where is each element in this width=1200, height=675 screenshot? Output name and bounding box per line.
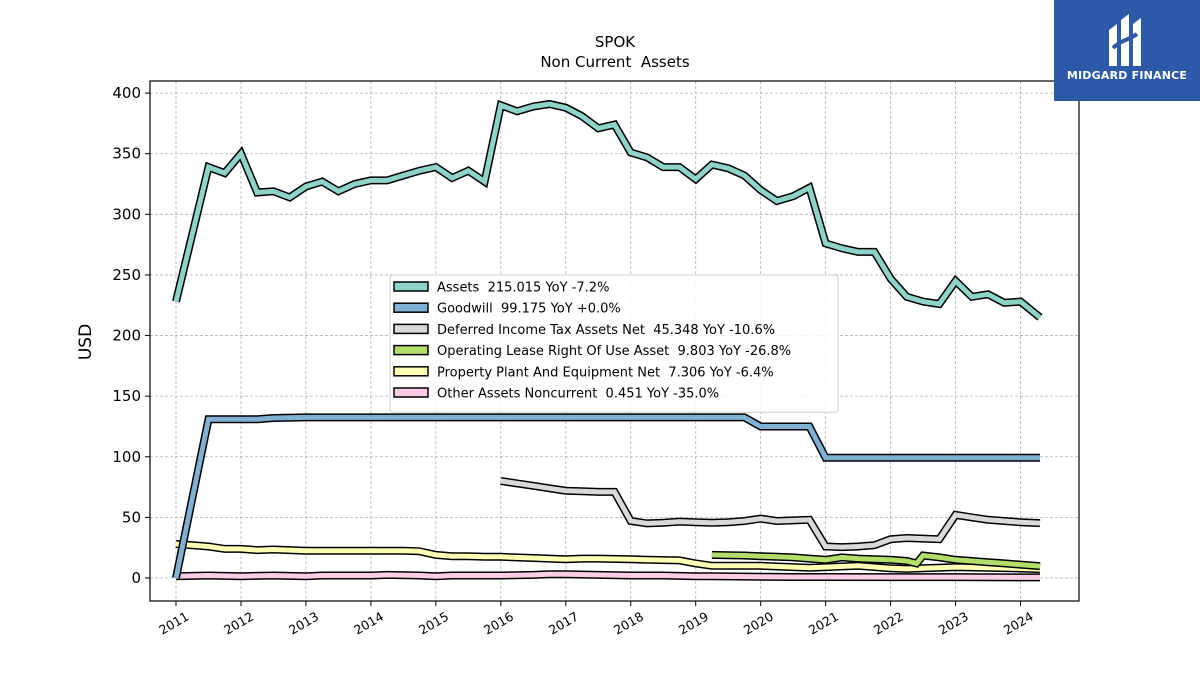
chart-subtitle: Non Current Assets [540, 53, 690, 71]
legend-swatch [393, 302, 429, 313]
legend-entry: Operating Lease Right Of Use Asset 9.803… [393, 344, 791, 359]
brand-name: MIDGARD FINANCE [1066, 69, 1188, 82]
legend-label: Deferred Income Tax Assets Net 45.348 Yo… [437, 323, 775, 338]
legend-entry: Assets 215.015 YoY -7.2% [393, 281, 609, 296]
series-line [175, 541, 1041, 572]
legend-label: Operating Lease Right Of Use Asset 9.803… [437, 344, 791, 359]
brand-logo-icon [1109, 14, 1141, 66]
x-tick-label: 2014 [351, 609, 386, 638]
x-tick-label: 2011 [156, 609, 191, 638]
series-line [175, 571, 1041, 580]
y-tick-label: 200 [112, 327, 141, 345]
x-tick-label: 2021 [806, 609, 841, 638]
x-tick-label: 2019 [676, 609, 711, 638]
series-goodwill [172, 413, 1040, 579]
legend-label: Other Assets Noncurrent 0.451 YoY -35.0% [437, 387, 719, 402]
plot-frame [149, 80, 1080, 602]
y-tick-label: 350 [112, 145, 141, 163]
x-tick-label: 2020 [741, 609, 776, 638]
legend-entry: Deferred Income Tax Assets Net 45.348 Yo… [393, 323, 775, 338]
legend-swatch [393, 387, 429, 398]
legend-label: Assets 215.015 YoY -7.2% [437, 281, 609, 296]
x-tick-label: 2017 [546, 609, 581, 638]
series-line [173, 101, 1042, 320]
series-line [711, 552, 1041, 569]
series-line [173, 414, 1040, 579]
legend-box [389, 274, 839, 413]
x-tick-label: 2016 [481, 609, 516, 638]
series-other-assets-noncurrent [175, 570, 1041, 582]
y-tick-label: 50 [122, 508, 141, 526]
brand-logo: MIDGARD FINANCE [1054, 0, 1200, 101]
y-tick-label: 300 [112, 205, 141, 223]
legend-swatch [393, 344, 429, 356]
series-assets [172, 99, 1043, 321]
legend-label: Goodwill 99.175 YoY +0.0% [437, 302, 621, 317]
series-operating-lease-right-of-use-asset [711, 550, 1041, 571]
y-tick-label: 0 [131, 569, 141, 587]
x-tick-label: 2022 [871, 609, 906, 638]
legend-swatch [393, 323, 429, 335]
legend-label: Property Plant And Equipment Net 7.306 Y… [437, 365, 774, 380]
series-deferred-income-tax-assets-net [500, 477, 1041, 552]
y-tick-label: 100 [112, 448, 141, 466]
series-line [500, 478, 1041, 550]
x-tick-label: 2015 [416, 609, 451, 638]
y-tick-label: 250 [112, 266, 141, 284]
legend-swatch [393, 281, 429, 292]
legend-entry: Other Assets Noncurrent 0.451 YoY -35.0% [393, 387, 719, 402]
series-property-plant-and-equipment-net [175, 540, 1041, 574]
chart-title: SPOK [595, 33, 636, 51]
y-axis-label: USD [76, 324, 96, 360]
legend-entry: Goodwill 99.175 YoY +0.0% [393, 302, 621, 317]
x-tick-label: 2012 [221, 609, 256, 638]
y-tick-label: 150 [112, 387, 141, 405]
legend: Assets 215.015 YoY -7.2% Goodwill 99.175 … [389, 274, 839, 413]
x-tick-label: 2018 [611, 609, 646, 638]
x-tick-label: 2023 [936, 609, 971, 638]
legend-swatch [393, 366, 429, 377]
x-tick-label: 2024 [1001, 609, 1036, 638]
legend-entry: Property Plant And Equipment Net 7.306 Y… [393, 365, 774, 380]
series-lines [172, 99, 1043, 582]
x-tick-label: 2013 [286, 609, 321, 638]
y-tick-label: 400 [112, 84, 141, 102]
